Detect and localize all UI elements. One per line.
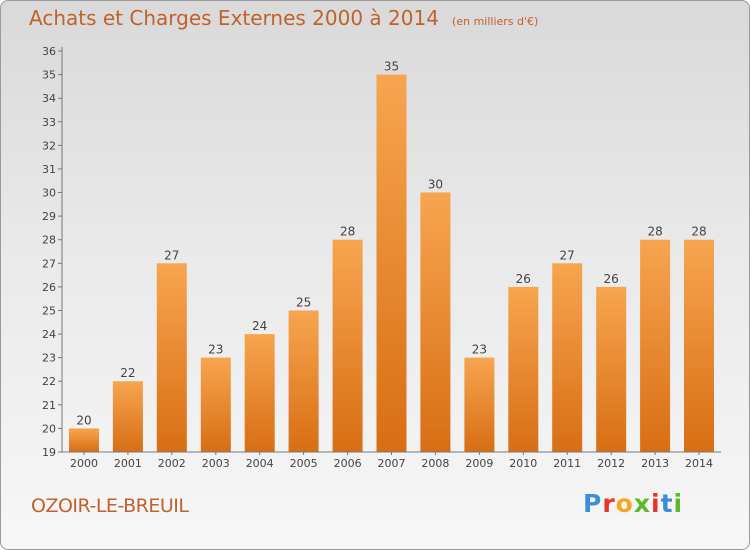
y-tick-label: 27 (42, 257, 56, 270)
y-tick-label: 25 (42, 305, 56, 318)
x-tick-label: 2008 (421, 457, 449, 470)
data-label: 35 (384, 60, 399, 74)
y-tick-label: 30 (42, 187, 56, 200)
data-label: 27 (560, 248, 575, 262)
y-tick-label: 35 (42, 69, 56, 82)
data-label: 26 (516, 272, 531, 286)
y-tick-label: 29 (42, 210, 56, 223)
bar (112, 381, 143, 452)
logo-letter: o (615, 489, 634, 518)
x-tick-label: 2000 (70, 457, 98, 470)
data-label: 28 (340, 225, 355, 239)
y-tick-label: 26 (42, 281, 56, 294)
data-label: 20 (76, 413, 91, 427)
bar (376, 74, 407, 452)
data-label: 22 (120, 366, 135, 380)
y-tick-label: 32 (42, 139, 56, 152)
x-tick-label: 2011 (553, 457, 581, 470)
chart-title-block: Achats et Charges Externes 2000 à 2014 (… (29, 6, 538, 30)
bar (420, 192, 451, 452)
y-tick-label: 24 (42, 328, 56, 341)
bar (552, 263, 583, 452)
bar (332, 239, 363, 452)
y-tick-label: 19 (42, 446, 56, 459)
logo-letter: i (651, 489, 661, 518)
x-tick-label: 2003 (202, 457, 230, 470)
x-tick-label: 2004 (246, 457, 274, 470)
data-label: 28 (691, 225, 706, 239)
bar (200, 357, 231, 452)
y-tick-label: 21 (42, 399, 56, 412)
logo-letter: P (583, 489, 603, 518)
x-tick-label: 2005 (290, 457, 318, 470)
y-tick-label: 20 (42, 422, 56, 435)
bar (508, 286, 539, 452)
x-tick-label: 2012 (597, 457, 625, 470)
y-tick-label: 34 (42, 92, 56, 105)
proxiti-logo: Proxiti (583, 489, 683, 518)
commune-name: OZOIR-LE-BREUIL (31, 495, 189, 517)
y-tick-label: 36 (42, 45, 56, 58)
y-tick-label: 31 (42, 163, 56, 176)
data-label: 28 (647, 225, 662, 239)
bar (156, 263, 187, 452)
data-label: 25 (296, 296, 311, 310)
data-label: 23 (208, 343, 223, 357)
bar (464, 357, 495, 452)
data-label: 30 (428, 178, 443, 192)
data-label: 26 (604, 272, 619, 286)
axes-layer: 2000 2001 2002 2003 2004 2005 2006 2007 2008 2009… (42, 45, 721, 470)
chart-unit: (en milliers d'€) (452, 15, 539, 28)
x-tick-label: 2013 (641, 457, 669, 470)
x-tick-label: 2007 (378, 457, 406, 470)
bar (69, 428, 99, 452)
chart-title: Achats et Charges Externes 2000 à 2014 (29, 6, 439, 30)
data-label: 24 (252, 319, 267, 333)
data-label: 23 (472, 343, 487, 357)
x-tick-label: 2006 (334, 457, 362, 470)
bar (640, 239, 671, 452)
x-tick-label: 2009 (465, 457, 493, 470)
bar (244, 334, 275, 452)
y-tick-label: 28 (42, 234, 56, 247)
logo-letter: x (633, 489, 651, 518)
y-tick-label: 22 (42, 375, 56, 388)
data-label: 27 (164, 248, 179, 262)
bars-layer: 20 22 27 23 24 25 28 35 30 23 26 27 26 28 28 (69, 60, 714, 452)
logo-letter: i (673, 489, 684, 518)
x-tick-label: 2001 (114, 457, 142, 470)
x-tick-label: 2014 (685, 457, 713, 470)
x-tick-label: 2002 (158, 457, 186, 470)
x-tick-label: 2010 (509, 457, 537, 470)
logo-letter: t (660, 489, 674, 518)
bar (288, 310, 319, 452)
y-tick-label: 23 (42, 352, 56, 365)
bar (684, 239, 714, 452)
logo-letter: r (602, 489, 616, 518)
y-tick-label: 33 (42, 116, 56, 129)
bar (596, 286, 627, 452)
